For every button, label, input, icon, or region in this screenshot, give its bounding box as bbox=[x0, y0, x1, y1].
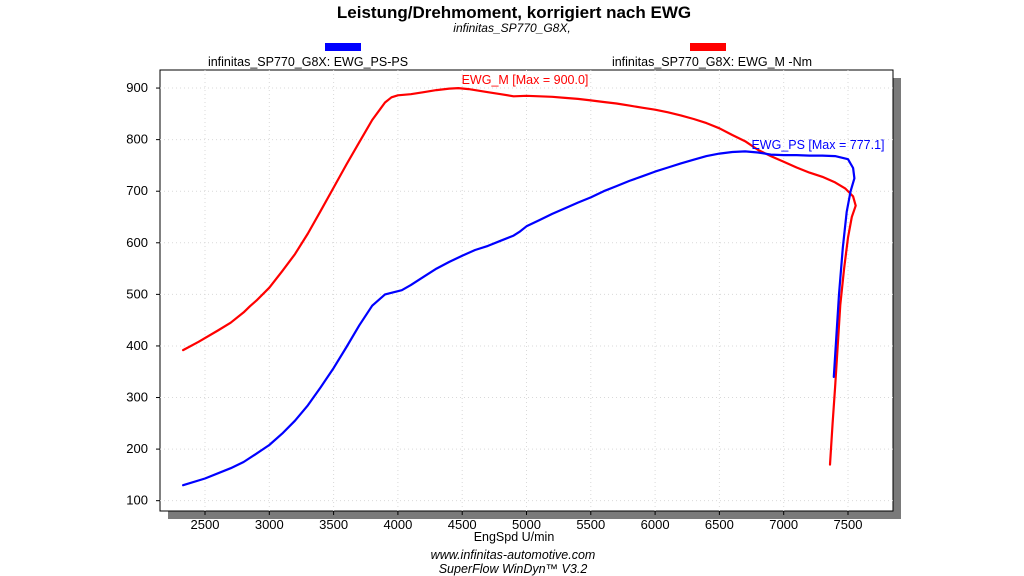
y-tick-label: 800 bbox=[126, 132, 148, 147]
footer-software: SuperFlow WinDyn™ V3.2 bbox=[439, 562, 588, 576]
annotations: EWG_PS [Max = 777.1] EWG_M [Max = 900.0] bbox=[462, 73, 885, 152]
series-line-1 bbox=[182, 87, 857, 466]
y-tick-label: 700 bbox=[126, 183, 148, 198]
series-line-0 bbox=[182, 150, 856, 487]
footer-website[interactable]: www.infinitas-automotive.com bbox=[431, 548, 596, 562]
legend-swatch bbox=[690, 43, 726, 51]
y-tick-label: 300 bbox=[126, 390, 148, 405]
x-axis-label: EngSpd U/min bbox=[474, 530, 555, 544]
x-tick-label: 7500 bbox=[834, 517, 863, 532]
x-tick-label: 5500 bbox=[576, 517, 605, 532]
y-tick-label: 200 bbox=[126, 441, 148, 456]
legend-label: infinitas_SP770_G8X: EWG_PS-PS bbox=[208, 55, 408, 69]
legend: infinitas_SP770_G8X: EWG_PS-PS infinitas_… bbox=[208, 43, 812, 69]
y-tick-label: 900 bbox=[126, 80, 148, 95]
x-tick-label: 7000 bbox=[769, 517, 798, 532]
chart-title: Leistung/Drehmoment, korrigiert nach EWG bbox=[337, 3, 691, 22]
legend-label: infinitas_SP770_G8X: EWG_M -Nm bbox=[612, 55, 812, 69]
x-tick-label: 3000 bbox=[255, 517, 284, 532]
series-max-annotation: EWG_PS [Max = 777.1] bbox=[751, 138, 884, 152]
y-tick-label: 100 bbox=[126, 493, 148, 508]
chart-subtitle: infinitas_SP770_G8X, bbox=[453, 21, 570, 35]
legend-swatch bbox=[325, 43, 361, 51]
series-layer bbox=[182, 87, 857, 487]
x-tick-label: 6500 bbox=[705, 517, 734, 532]
x-tick-label: 4500 bbox=[448, 517, 477, 532]
axis-ticks: 2500 3000 3500 4000 4500 5000 5500 6000 6500 7000… bbox=[126, 80, 862, 532]
x-tick-label: 3500 bbox=[319, 517, 348, 532]
series-max-annotation: EWG_M [Max = 900.0] bbox=[462, 73, 589, 87]
y-tick-label: 600 bbox=[126, 235, 148, 250]
x-tick-label: 5000 bbox=[512, 517, 541, 532]
y-tick-label: 500 bbox=[126, 286, 148, 301]
y-tick-label: 400 bbox=[126, 338, 148, 353]
x-tick-label: 6000 bbox=[641, 517, 670, 532]
x-tick-label: 4000 bbox=[383, 517, 412, 532]
x-tick-label: 2500 bbox=[191, 517, 220, 532]
